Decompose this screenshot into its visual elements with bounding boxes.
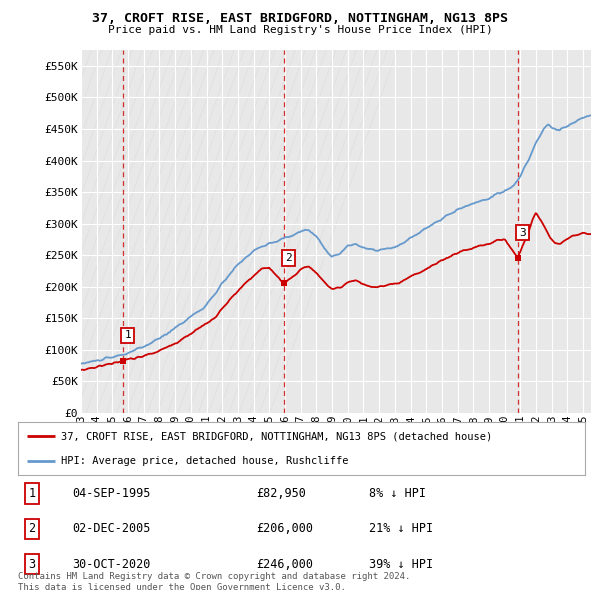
Text: 8% ↓ HPI: 8% ↓ HPI bbox=[369, 487, 426, 500]
Text: £82,950: £82,950 bbox=[256, 487, 306, 500]
Text: Contains HM Land Registry data © Crown copyright and database right 2024.: Contains HM Land Registry data © Crown c… bbox=[18, 572, 410, 581]
Text: £206,000: £206,000 bbox=[256, 522, 313, 536]
Text: 04-SEP-1995: 04-SEP-1995 bbox=[72, 487, 150, 500]
Text: This data is licensed under the Open Government Licence v3.0.: This data is licensed under the Open Gov… bbox=[18, 583, 346, 590]
Text: 37, CROFT RISE, EAST BRIDGFORD, NOTTINGHAM, NG13 8PS: 37, CROFT RISE, EAST BRIDGFORD, NOTTINGH… bbox=[92, 12, 508, 25]
Text: Price paid vs. HM Land Registry's House Price Index (HPI): Price paid vs. HM Land Registry's House … bbox=[107, 25, 493, 35]
Text: 37, CROFT RISE, EAST BRIDGFORD, NOTTINGHAM, NG13 8PS (detached house): 37, CROFT RISE, EAST BRIDGFORD, NOTTINGH… bbox=[61, 431, 492, 441]
Text: 21% ↓ HPI: 21% ↓ HPI bbox=[369, 522, 433, 536]
Text: 1: 1 bbox=[124, 330, 131, 340]
Text: 3: 3 bbox=[519, 228, 526, 238]
Text: 30-OCT-2020: 30-OCT-2020 bbox=[72, 558, 150, 571]
Text: 39% ↓ HPI: 39% ↓ HPI bbox=[369, 558, 433, 571]
Text: 3: 3 bbox=[29, 558, 36, 571]
Text: HPI: Average price, detached house, Rushcliffe: HPI: Average price, detached house, Rush… bbox=[61, 455, 348, 466]
Text: £246,000: £246,000 bbox=[256, 558, 313, 571]
Text: 2: 2 bbox=[29, 522, 36, 536]
Text: 2: 2 bbox=[285, 253, 292, 263]
Text: 02-DEC-2005: 02-DEC-2005 bbox=[72, 522, 150, 536]
Text: 1: 1 bbox=[29, 487, 36, 500]
